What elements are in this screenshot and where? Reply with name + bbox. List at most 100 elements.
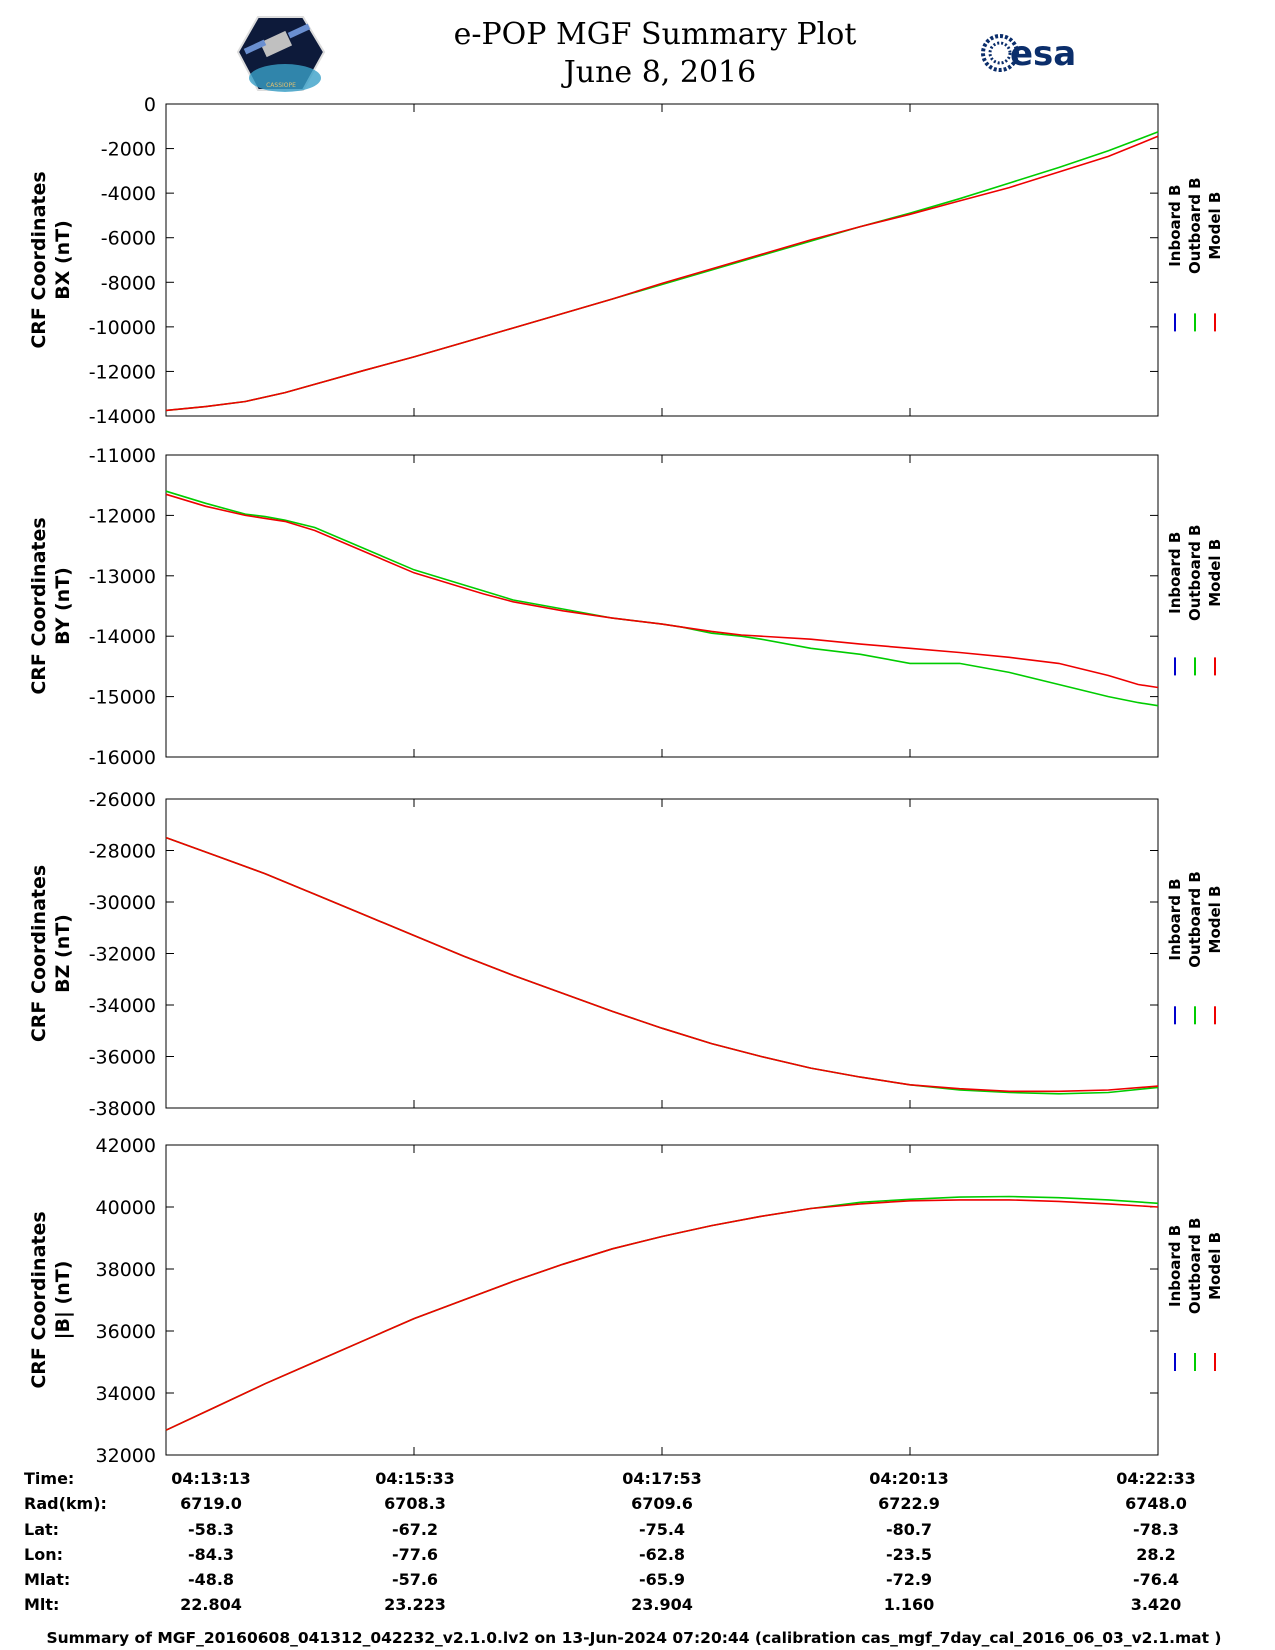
- plot-frame: [165, 103, 1159, 417]
- info-cell: -75.4: [639, 1520, 685, 1539]
- series-line-model-b: [165, 836, 1159, 1093]
- legend: Inboard B Outboard B Model B: [1166, 177, 1224, 332]
- legend: Inboard B Outboard B Model B: [1166, 871, 1224, 1025]
- header: CASSIOPE e-POP MGF Summary Plot June 8, …: [236, 16, 1076, 92]
- legend-entry-model-b: Model B: [1206, 1232, 1224, 1300]
- y-tick-label: -6000: [101, 228, 156, 250]
- info-cell: 22.804: [180, 1595, 242, 1614]
- esa-logo: esa: [981, 34, 1076, 74]
- y-axis-label-line1: CRF Coordinates: [28, 517, 50, 694]
- y-tick-label: -4000: [101, 183, 156, 205]
- chart-subtitle: June 8, 2016: [561, 55, 756, 90]
- panel-4: 42000 40000 38000 36000 34000 32000 CRF Coordi…: [28, 1135, 1224, 1467]
- y-tick-label: -30000: [89, 892, 156, 914]
- info-cell: -23.5: [886, 1545, 932, 1564]
- info-row-label: Rad(km):: [24, 1494, 107, 1513]
- legend-entry-inboard-b: Inboard B: [1166, 532, 1184, 614]
- info-row-label: Time:: [24, 1469, 74, 1488]
- y-axis-label-line2: BZ (nT): [52, 914, 74, 993]
- y-tick-label: -12000: [89, 505, 156, 527]
- series-line-outboard-b: [165, 131, 1159, 412]
- info-row-label: Lon:: [24, 1545, 63, 1564]
- plot-frame: [165, 798, 1159, 1109]
- info-cell: -48.8: [188, 1570, 234, 1589]
- chart-title: e-POP MGF Summary Plot: [454, 17, 857, 52]
- legend-entry-inboard-b: Inboard B: [1166, 878, 1184, 960]
- info-cell: 04:20:13: [869, 1469, 949, 1488]
- y-tick-label: 0: [144, 94, 156, 116]
- info-cell: -78.3: [1133, 1520, 1179, 1539]
- info-cell: -62.8: [639, 1545, 685, 1564]
- esa-logo-text: esa: [1010, 34, 1076, 74]
- info-cell: 23.223: [384, 1595, 446, 1614]
- info-cell: 04:15:33: [375, 1469, 455, 1488]
- legend-entry-inboard-b: Inboard B: [1166, 185, 1184, 267]
- legend-entry-outboard-b: Outboard B: [1186, 177, 1204, 274]
- y-axis-label-line2: BX (nT): [52, 220, 74, 300]
- info-cell: 6748.0: [1125, 1494, 1187, 1513]
- legend-entry-inboard-b: Inboard B: [1166, 1225, 1184, 1307]
- series-line-outboard-b: [165, 1195, 1159, 1431]
- info-cell: -65.9: [639, 1570, 685, 1589]
- y-tick-label: -15000: [89, 687, 156, 709]
- panel-1: 0 -2000 -4000 -6000 -8000 -10000 -12000 -14000 C…: [28, 94, 1224, 428]
- series-line-model-b: [165, 493, 1159, 689]
- y-tick-label: 42000: [96, 1135, 156, 1157]
- info-cell: 6719.0: [180, 1494, 242, 1513]
- y-tick-label: -32000: [89, 944, 156, 966]
- y-tick-label: -11000: [89, 445, 156, 467]
- info-row-label: Mlt:: [24, 1595, 59, 1614]
- footer-caption: Summary of MGF_20160608_041312_042232_v2…: [46, 1629, 1221, 1647]
- y-tick-label: -8000: [101, 272, 156, 294]
- info-cell: 04:13:13: [171, 1469, 251, 1488]
- series-line-model-b: [165, 1199, 1159, 1431]
- info-row-label: Lat:: [24, 1520, 59, 1539]
- info-row-label: Mlat:: [24, 1570, 70, 1589]
- y-tick-label: 40000: [96, 1197, 156, 1219]
- info-cell: -57.6: [392, 1570, 438, 1589]
- y-axis-label-line1: CRF Coordinates: [28, 865, 50, 1042]
- plot-frame: [165, 1144, 1159, 1456]
- y-tick-label: -38000: [89, 1098, 156, 1120]
- panel-3: -26000 -28000 -30000 -32000 -34000 -36000 -380…: [28, 789, 1224, 1120]
- y-tick-label: -34000: [89, 995, 156, 1017]
- legend: Inboard B Outboard B Model B: [1166, 524, 1224, 676]
- y-tick-label: -10000: [89, 317, 156, 339]
- y-tick-label: -14000: [89, 626, 156, 648]
- y-tick-label: -28000: [89, 841, 156, 863]
- plot-frame: [165, 454, 1159, 758]
- y-tick-label: 34000: [96, 1383, 156, 1405]
- info-cell: -58.3: [188, 1520, 234, 1539]
- info-cell: 6709.6: [631, 1494, 693, 1513]
- y-tick-label: -14000: [89, 406, 156, 428]
- y-tick-label: -36000: [89, 1047, 156, 1069]
- y-axis-label-line1: CRF Coordinates: [28, 171, 50, 348]
- series-line-outboard-b: [165, 836, 1159, 1095]
- legend: Inboard B Outboard B Model B: [1166, 1218, 1224, 1371]
- plot-panels: 0 -2000 -4000 -6000 -8000 -10000 -12000 -14000 C…: [28, 94, 1224, 1467]
- series-line-outboard-b: [165, 490, 1159, 707]
- y-tick-label: -2000: [101, 139, 156, 161]
- info-cell: 1.160: [884, 1595, 935, 1614]
- info-cell: 6722.9: [878, 1494, 940, 1513]
- y-tick-label: 38000: [96, 1259, 156, 1281]
- cassiope-logo: CASSIOPE: [236, 16, 326, 92]
- series-line-model-b: [165, 135, 1159, 412]
- y-tick-label: -16000: [89, 747, 156, 769]
- info-cell: 6708.3: [384, 1494, 446, 1513]
- info-cell: 23.904: [631, 1595, 693, 1614]
- y-tick-label: -12000: [89, 361, 156, 383]
- y-tick-label: 32000: [96, 1445, 156, 1467]
- legend-entry-model-b: Model B: [1206, 192, 1224, 260]
- cassiope-logo-text: CASSIOPE: [266, 82, 296, 89]
- info-cell: 3.420: [1131, 1595, 1182, 1614]
- info-cell: -77.6: [392, 1545, 438, 1564]
- legend-entry-model-b: Model B: [1206, 539, 1224, 607]
- y-axis-label-line2: BY (nT): [52, 567, 74, 645]
- info-cell: 04:22:33: [1116, 1469, 1196, 1488]
- y-axis-label-line1: CRF Coordinates: [28, 1211, 50, 1388]
- info-cell: -80.7: [886, 1520, 932, 1539]
- legend-entry-outboard-b: Outboard B: [1186, 524, 1204, 621]
- info-cell: -76.4: [1133, 1570, 1179, 1589]
